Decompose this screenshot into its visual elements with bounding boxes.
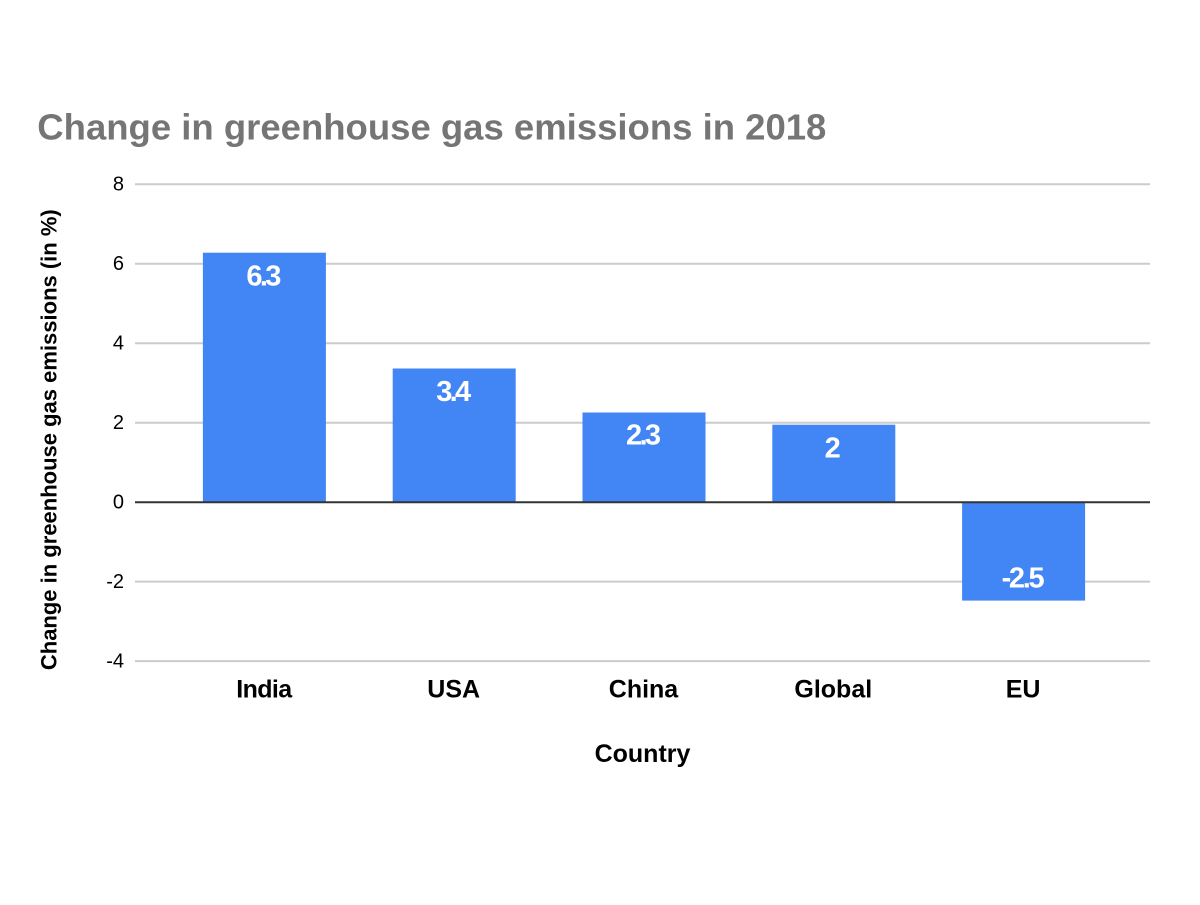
svg-text:China: China: [609, 676, 680, 704]
svg-text:6.3: 6.3: [246, 260, 281, 292]
svg-text:4: 4: [113, 333, 124, 355]
svg-text:EU: EU: [1006, 676, 1041, 704]
svg-text:-4: -4: [106, 651, 124, 673]
svg-text:2: 2: [113, 412, 124, 434]
svg-text:-2.5: -2.5: [1002, 563, 1045, 595]
svg-text:USA: USA: [427, 676, 480, 704]
svg-text:Global: Global: [794, 676, 872, 704]
svg-text:Country: Country: [595, 740, 691, 768]
svg-text:0: 0: [113, 492, 124, 514]
svg-text:Change in greenhouse gas emiss: Change in greenhouse gas emissions in 20…: [37, 106, 826, 147]
svg-text:8: 8: [113, 174, 124, 196]
svg-text:Change in greenhouse gas emiss: Change in greenhouse gas emissions (in %…: [37, 209, 62, 670]
svg-text:India: India: [236, 676, 293, 704]
svg-text:2: 2: [825, 433, 841, 465]
svg-text:-2: -2: [106, 571, 124, 593]
svg-text:3.4: 3.4: [436, 376, 471, 408]
svg-text:2.3: 2.3: [626, 420, 661, 452]
svg-text:6: 6: [113, 253, 124, 275]
